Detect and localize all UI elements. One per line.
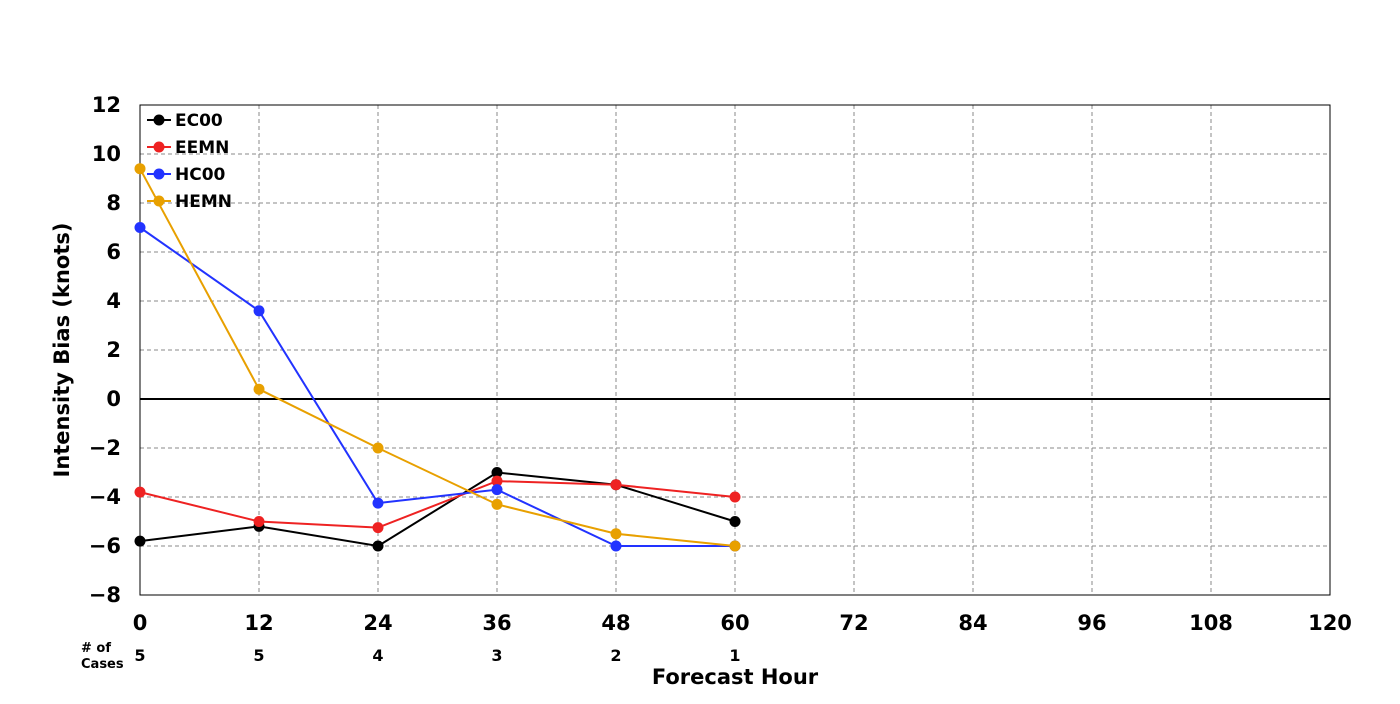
y-tick-label: −2 [89,436,121,460]
x-tick-label: 84 [958,611,987,635]
y-tick-label: 2 [106,338,121,362]
y-tick-label: −8 [89,583,121,607]
x-tick-label: 72 [839,611,868,635]
data-point [253,383,265,395]
data-point [253,305,265,317]
x-tick-label: 48 [601,611,630,635]
legend-swatch-marker [153,168,165,180]
y-axis-label: Intensity Bias (knots) [50,223,74,478]
series-line [139,226,735,547]
x-tick-label: 12 [244,611,273,635]
legend-entry: HC00 [147,165,226,185]
case-count: 3 [491,646,502,665]
case-count: 2 [610,646,621,665]
data-point [372,497,384,509]
y-tick-label: −4 [89,485,121,509]
legend-swatch-marker [153,195,165,207]
data-point [134,486,146,498]
series-hemn [134,163,741,552]
x-tick-label: 108 [1189,611,1233,635]
legend-label: HC00 [175,165,226,185]
x-tick-label: 96 [1077,611,1106,635]
legend-label: EEMN [175,138,229,158]
data-point [134,163,146,175]
data-point [729,540,741,552]
series-layer [134,163,741,552]
data-point [729,491,741,503]
data-point [610,479,622,491]
cases-label-line1: # of [81,641,111,656]
legend-entry: EC00 [147,111,223,131]
data-point [372,442,384,454]
legend-entry: EEMN [147,138,229,158]
legend: EC00 EEMN HC00 HEMN [147,111,232,212]
x-axis-label: Forecast Hour [652,665,819,689]
data-point [134,535,146,547]
case-count: 5 [253,646,264,665]
series-eemn [134,475,741,534]
legend-swatch-marker [153,141,165,153]
x-tick-label: 36 [482,611,511,635]
data-point [134,222,146,233]
y-tick-label: 12 [92,93,121,117]
series-line [139,471,736,548]
y-tick-label: 0 [106,387,121,411]
x-tick-label: 120 [1308,611,1352,635]
x-tick-label: 60 [720,611,749,635]
legend-entry: HEMN [147,192,232,212]
x-tick-label: 0 [133,611,148,635]
data-point [253,516,265,527]
cases-label-line2: Cases [81,657,124,672]
data-point [729,516,741,527]
x-tick-label: 24 [363,611,392,635]
data-point [610,528,622,540]
x-tick-labels: 0 12 24 36 48 60 72 84 96 108 120 [133,611,1352,635]
series-ec00 [134,467,741,552]
y-tick-label: 10 [92,142,121,166]
series-line [139,480,736,529]
legend-label: EC00 [175,111,223,131]
case-count: 1 [729,646,740,665]
data-point [491,467,503,478]
y-tick-label: 6 [106,240,121,264]
y-tick-labels: 12 10 8 6 4 2 0 −2 −4 −6 −8 [89,93,121,607]
y-tick-label: 4 [106,289,121,313]
series-hc00 [134,222,741,552]
data-point [491,475,503,487]
data-point [491,498,503,510]
data-point [372,540,384,552]
case-count: 5 [134,646,145,665]
legend-swatch-marker [153,114,165,126]
data-point [491,484,503,496]
y-tick-label: −6 [89,534,121,558]
data-point [372,522,384,534]
cases-row: # of Cases 5 5 4 3 2 1 [81,641,741,672]
legend-label: HEMN [175,192,232,212]
plot-frame [139,104,1331,596]
y-tick-label: 8 [106,191,121,215]
data-point [610,540,622,552]
series-line [139,168,736,547]
case-count: 4 [372,646,383,665]
